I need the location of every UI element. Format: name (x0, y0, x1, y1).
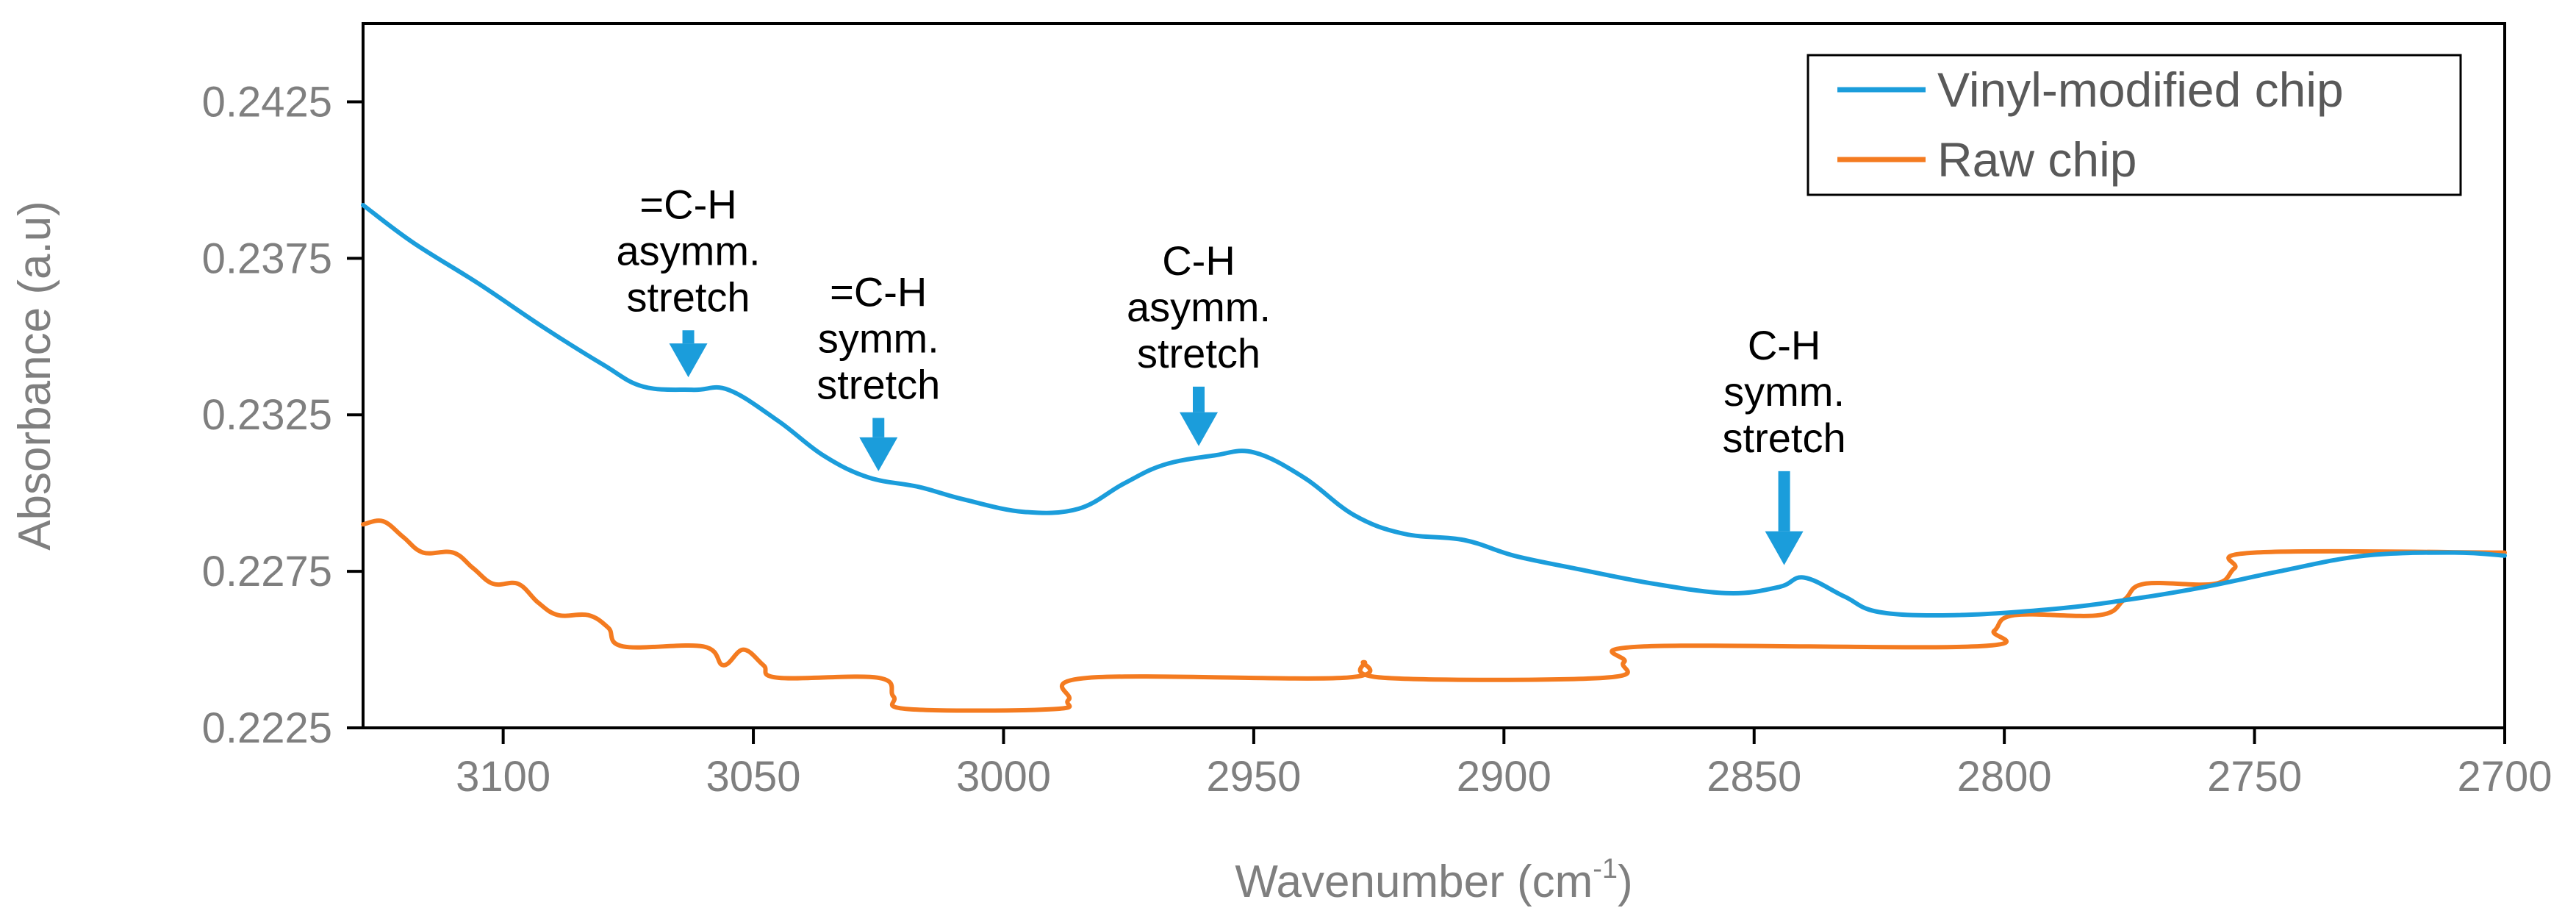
legend: Vinyl-modified chip Raw chip (1807, 54, 2462, 196)
annotation-arrow-head (1765, 531, 1804, 565)
y-tick-label: 0.2275 (202, 548, 332, 596)
annotation-text-line: =C-H (639, 181, 736, 227)
annotation-text-line: stretch (1137, 330, 1260, 376)
annotation-arrow-shaft (682, 330, 695, 344)
x-tick-label: 2950 (1206, 753, 1301, 801)
annotation-arrow-shaft (872, 418, 885, 437)
series-line-raw-chip (361, 518, 2507, 713)
annotation-text-line: C-H (1748, 322, 1821, 368)
annotation-text-line: symm. (818, 315, 939, 361)
y-tick-label: 0.2325 (202, 391, 332, 439)
annotation-text-line: asymm. (617, 227, 761, 273)
annotation-text-line: symm. (1723, 368, 1845, 415)
annotation-arrow-head (1180, 412, 1219, 446)
plot-frame (362, 22, 2506, 729)
x-axis-ticks: 3100 3050 3000 2950 2900 2850 2800 2750 2700 (456, 728, 2552, 801)
y-tick-label: 0.2425 (202, 78, 332, 126)
annotation-text-line: stretch (817, 361, 940, 407)
x-tick-label: 3050 (706, 753, 801, 801)
x-tick-label: 2850 (1707, 753, 1801, 801)
x-tick-label: 2800 (1957, 753, 2052, 801)
annotation-text-line: stretch (627, 273, 750, 320)
x-axis-title-main: Wavenumber (cm (1235, 857, 1593, 907)
x-tick-label: 2750 (2207, 753, 2302, 801)
x-tick-label: 3000 (956, 753, 1051, 801)
x-tick-label: 3100 (456, 753, 550, 801)
annotation-arrow-head (669, 343, 708, 378)
annotation-arrow-shaft (1193, 386, 1205, 412)
annotation-arrow-shaft (1778, 471, 1790, 532)
x-tick-label: 2700 (2457, 753, 2552, 801)
series-line-vinyl-modified-chip (361, 203, 2507, 618)
annotation-text-line: stretch (1723, 415, 1846, 461)
x-axis-title: Wavenumber (cm-1) (1235, 854, 1632, 907)
y-tick-label: 0.2225 (202, 704, 332, 752)
data-series (361, 203, 2507, 713)
annotation-text-line: asymm. (1127, 284, 1271, 330)
x-tick-label: 2900 (1457, 753, 1551, 801)
annotation-text-line: =C-H (830, 268, 927, 315)
y-axis-ticks: 0.2225 0.2275 0.2325 0.2375 0.2425 (202, 78, 363, 752)
annotation-text-line: C-H (1162, 237, 1235, 284)
legend-box (1807, 54, 2462, 196)
x-axis-title-tail: ) (1618, 857, 1633, 907)
annotation-arrow-head (859, 437, 898, 471)
y-axis-title: Absorbance (a.u) (10, 201, 60, 551)
legend-label-raw: Raw chip (1937, 132, 2136, 187)
legend-label-vinyl: Vinyl-modified chip (1937, 62, 2344, 117)
y-tick-label: 0.2375 (202, 235, 332, 282)
x-axis-title-superscript: -1 (1593, 854, 1618, 884)
